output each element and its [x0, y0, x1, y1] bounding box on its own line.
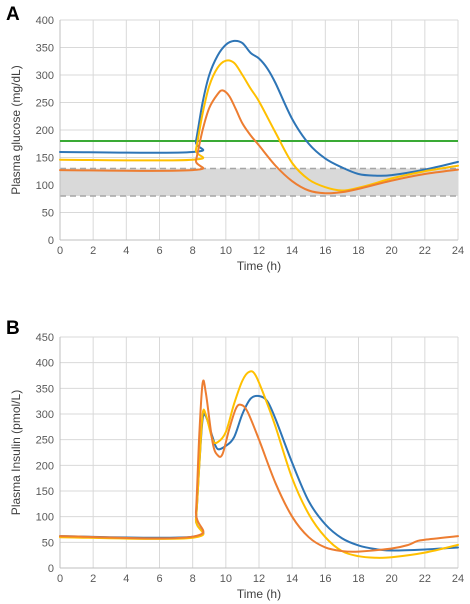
y-tick-label: 250 — [36, 435, 54, 447]
x-tick-label: 18 — [352, 573, 364, 585]
y-tick-label: 300 — [36, 70, 54, 82]
y-tick-label: 0 — [48, 235, 54, 247]
y-tick-label: 350 — [36, 383, 54, 395]
x-tick-label: 4 — [123, 245, 129, 257]
panel-label: B — [6, 318, 20, 339]
x-tick-label: 14 — [286, 245, 298, 257]
y-axis-label: Plasma Insulin (pmol/L) — [9, 390, 23, 515]
x-tick-label: 8 — [190, 245, 196, 257]
y-tick-label: 100 — [36, 180, 54, 192]
y-tick-label: 400 — [36, 358, 54, 370]
x-tick-label: 12 — [253, 573, 265, 585]
x-tick-label: 0 — [57, 245, 63, 257]
x-tick-label: 16 — [319, 245, 331, 257]
y-tick-label: 100 — [36, 512, 54, 524]
x-tick-label: 22 — [419, 245, 431, 257]
x-tick-label: 14 — [286, 573, 298, 585]
series-line-yellow — [59, 59, 459, 192]
x-tick-label: 6 — [156, 573, 162, 585]
x-tick-label: 10 — [220, 245, 232, 257]
y-tick-label: 0 — [48, 563, 54, 575]
x-tick-label: 16 — [319, 573, 331, 585]
y-tick-label: 50 — [42, 537, 54, 549]
y-tick-label: 200 — [36, 125, 54, 137]
x-tick-label: 12 — [253, 245, 265, 257]
y-tick-label: 50 — [42, 208, 54, 220]
x-tick-label: 4 — [123, 573, 129, 585]
y-tick-label: 150 — [36, 486, 54, 498]
y-tick-label: 200 — [36, 460, 54, 472]
x-tick-label: 20 — [386, 245, 398, 257]
x-tick-label: 20 — [386, 573, 398, 585]
y-tick-label: 400 — [36, 15, 54, 27]
x-tick-label: 8 — [190, 573, 196, 585]
y-tick-label: 350 — [36, 43, 54, 55]
x-axis-label: Time (h) — [237, 587, 281, 601]
series-line-yellow — [59, 370, 459, 559]
x-axis-label: Time (h) — [237, 259, 281, 273]
x-tick-label: 10 — [220, 573, 232, 585]
x-tick-label: 0 — [57, 573, 63, 585]
y-tick-label: 450 — [36, 332, 54, 344]
x-tick-label: 24 — [452, 573, 464, 585]
x-tick-label: 6 — [156, 245, 162, 257]
series-line-orange — [59, 379, 459, 553]
series-line-orange — [59, 89, 459, 195]
x-tick-label: 18 — [352, 245, 364, 257]
x-tick-label: 2 — [90, 573, 96, 585]
x-tick-label: 22 — [419, 573, 431, 585]
chart-panel-b: 0 2 4 6 8 10 12 14 16 18 20 22 240501001502002503003… — [6, 318, 464, 601]
target-range-band — [60, 168, 458, 196]
y-tick-label: 300 — [36, 409, 54, 421]
y-axis-label: Plasma glucose (mg/dL) — [9, 65, 23, 194]
panel-label: A — [6, 4, 20, 25]
x-tick-label: 2 — [90, 245, 96, 257]
y-tick-label: 150 — [36, 153, 54, 165]
x-tick-label: 24 — [452, 245, 464, 257]
chart-panel-a: 0 2 4 6 8 10 12 14 16 18 20 22 240501001502002503003… — [6, 4, 464, 273]
series-line-blue — [59, 39, 459, 177]
y-tick-label: 250 — [36, 98, 54, 110]
